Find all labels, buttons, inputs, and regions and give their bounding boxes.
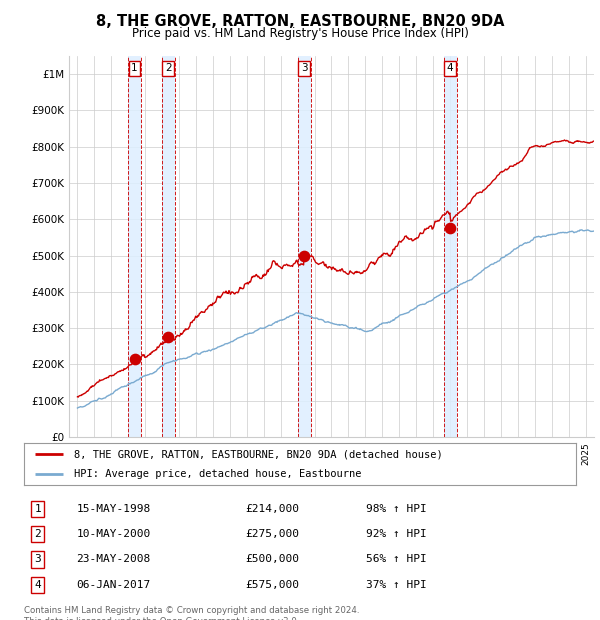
Text: 23-MAY-2008: 23-MAY-2008 [76,554,151,564]
Text: 1: 1 [34,503,41,514]
Text: 06-JAN-2017: 06-JAN-2017 [76,580,151,590]
Point [445,223,455,233]
Text: 4: 4 [447,63,454,73]
Text: Price paid vs. HM Land Registry's House Price Index (HPI): Price paid vs. HM Land Registry's House … [131,27,469,40]
Text: £575,000: £575,000 [245,580,299,590]
Bar [162,56,175,437]
Text: 10-MAY-2000: 10-MAY-2000 [76,529,151,539]
Text: 4: 4 [34,580,41,590]
Text: 56% ↑ HPI: 56% ↑ HPI [366,554,427,564]
Point [130,355,139,365]
Text: Contains HM Land Registry data © Crown copyright and database right 2024.
This d: Contains HM Land Registry data © Crown c… [24,606,359,620]
Text: 15-MAY-1998: 15-MAY-1998 [76,503,151,514]
Text: 37% ↑ HPI: 37% ↑ HPI [366,580,427,590]
Point [163,332,173,342]
Text: £500,000: £500,000 [245,554,299,564]
Text: 2: 2 [165,63,172,73]
Text: 3: 3 [34,554,41,564]
Text: £275,000: £275,000 [245,529,299,539]
Text: 8, THE GROVE, RATTON, EASTBOURNE, BN20 9DA (detached house): 8, THE GROVE, RATTON, EASTBOURNE, BN20 9… [74,450,442,459]
Bar [444,56,457,437]
Text: £214,000: £214,000 [245,503,299,514]
Text: 98% ↑ HPI: 98% ↑ HPI [366,503,427,514]
Text: HPI: Average price, detached house, Eastbourne: HPI: Average price, detached house, East… [74,469,361,479]
Point [299,250,309,260]
Text: 92% ↑ HPI: 92% ↑ HPI [366,529,427,539]
Text: 1: 1 [131,63,138,73]
Text: 3: 3 [301,63,308,73]
Text: 8, THE GROVE, RATTON, EASTBOURNE, BN20 9DA: 8, THE GROVE, RATTON, EASTBOURNE, BN20 9… [96,14,504,29]
Text: 2: 2 [34,529,41,539]
Bar [128,56,141,437]
Bar [298,56,311,437]
